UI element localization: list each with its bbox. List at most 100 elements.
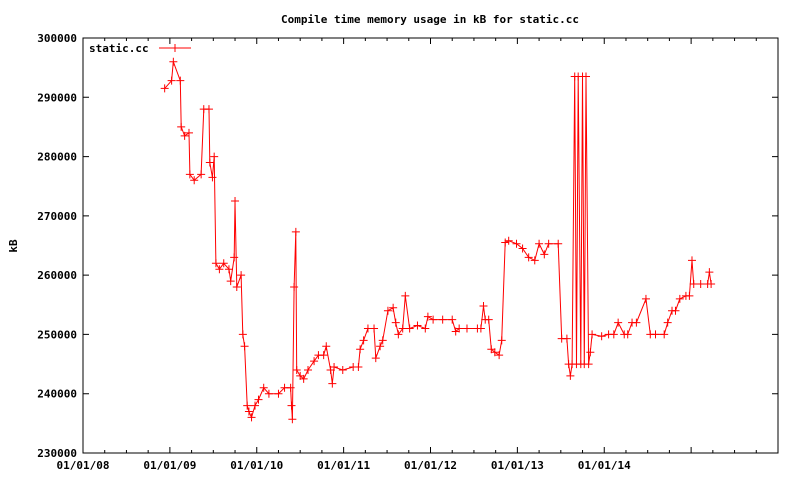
data-point <box>438 315 447 324</box>
x-tick-label: 01/01/10 <box>230 459 283 472</box>
data-point <box>495 351 504 360</box>
data-point <box>448 315 457 324</box>
data-point <box>554 239 563 248</box>
data-point <box>247 413 256 422</box>
y-tick-label: 230000 <box>37 447 77 460</box>
data-point <box>462 324 471 333</box>
data-point <box>177 122 186 131</box>
y-tick-label: 270000 <box>37 210 77 223</box>
plot-area-border <box>82 37 779 454</box>
data-point <box>243 401 252 410</box>
data-point <box>167 76 176 85</box>
data-point <box>292 366 301 374</box>
data-point <box>566 371 575 380</box>
data-point <box>696 280 705 289</box>
data-point <box>413 321 422 330</box>
data-point <box>264 389 273 398</box>
data-point <box>319 351 328 360</box>
data-point <box>455 324 464 333</box>
data-point <box>185 170 194 179</box>
y-tick-label: 300000 <box>37 32 77 45</box>
data-point <box>651 330 660 339</box>
data-point <box>530 256 539 265</box>
y-tick-label: 280000 <box>37 151 77 164</box>
chart-title: Compile time memory usage in kB for stat… <box>281 13 579 26</box>
data-point <box>169 57 178 66</box>
legend: static.cc <box>89 42 191 55</box>
data-point <box>378 336 387 345</box>
data-point <box>376 342 385 351</box>
data-point <box>251 401 260 410</box>
data-point <box>671 306 680 315</box>
series-line <box>164 61 712 420</box>
data-point <box>356 345 365 354</box>
data-point <box>391 318 400 327</box>
data-point <box>632 318 641 327</box>
x-tick-label: 01/01/09 <box>143 459 196 472</box>
data-point <box>623 330 632 339</box>
data-point <box>383 306 392 315</box>
data-point <box>359 336 368 345</box>
data-point <box>597 332 606 341</box>
y-tick-label: 290000 <box>37 91 77 104</box>
data-point <box>208 173 217 182</box>
data-point <box>197 170 206 179</box>
data-point <box>231 197 240 206</box>
x-tick-label: 01/01/13 <box>491 459 544 472</box>
data-point <box>544 239 553 248</box>
data-point <box>675 294 684 303</box>
data-point <box>254 395 263 404</box>
data-point <box>705 268 714 277</box>
y-axis-label: kB <box>7 239 20 253</box>
data-point <box>274 389 283 398</box>
data-point <box>190 176 199 185</box>
data-point <box>689 280 698 289</box>
x-tick-label: 01/01/12 <box>404 459 457 472</box>
data-point <box>609 330 618 339</box>
data-point <box>389 303 398 312</box>
data-point <box>338 366 347 374</box>
legend-label: static.cc <box>89 42 149 55</box>
data-point <box>180 131 189 140</box>
data-point <box>660 330 669 339</box>
data-point <box>641 294 650 303</box>
x-tick-label: 01/01/11 <box>317 459 370 472</box>
data-point <box>328 379 337 388</box>
x-tick-label: 01/01/08 <box>57 459 110 472</box>
data-point <box>504 236 513 245</box>
data-point <box>238 330 247 339</box>
y-tick-label: 250000 <box>37 328 77 341</box>
data-point <box>497 336 506 345</box>
data-point <box>310 357 319 366</box>
data-point <box>237 271 246 280</box>
series-static-cc <box>160 57 716 424</box>
data-point <box>398 324 407 333</box>
data-point <box>211 259 220 268</box>
data-point <box>304 366 313 374</box>
data-point <box>512 239 521 248</box>
data-point <box>291 227 300 236</box>
data-point <box>226 277 235 286</box>
data-point <box>288 415 297 424</box>
data-point <box>490 348 499 357</box>
data-point <box>540 250 549 259</box>
data-point <box>230 253 239 262</box>
data-point <box>204 105 213 114</box>
data-point <box>582 72 591 81</box>
data-point <box>184 128 193 137</box>
data-point <box>210 152 219 161</box>
data-point <box>423 312 432 321</box>
data-point <box>394 330 403 339</box>
data-point <box>370 324 379 333</box>
data-point <box>663 318 672 327</box>
data-point <box>160 84 169 93</box>
data-point <box>299 374 308 383</box>
data-point <box>244 407 253 416</box>
data-point <box>205 158 214 167</box>
data-point <box>219 259 228 268</box>
data-point <box>290 283 299 291</box>
data-point <box>232 283 241 291</box>
data-point <box>685 291 694 300</box>
data-point <box>501 238 510 247</box>
